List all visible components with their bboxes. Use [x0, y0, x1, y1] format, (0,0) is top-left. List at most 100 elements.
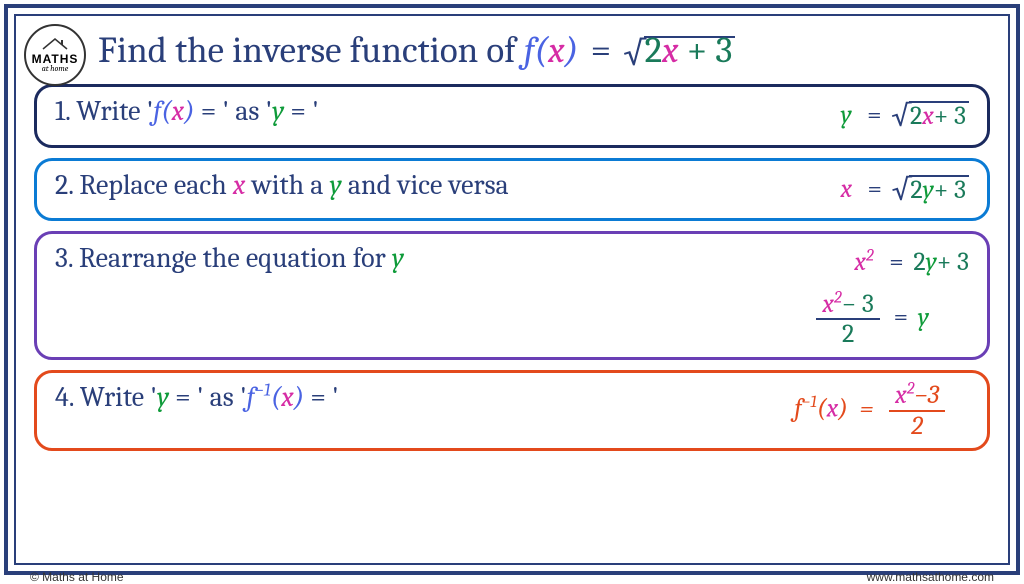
- numerator: x2− 3: [816, 290, 880, 319]
- denominator: 2: [889, 410, 945, 441]
- logo: MATHS at home: [24, 24, 86, 86]
- step-3: 3. Rearrange the equation for y x2 = 2y+…: [34, 231, 990, 360]
- t3: = ': [284, 95, 318, 127]
- title-paren-close: ): [565, 30, 579, 72]
- eq: =: [885, 247, 907, 277]
- b: x: [854, 247, 866, 277]
- r: − 3: [842, 289, 874, 319]
- step-4-equation: f−1(x) = x2−3 2: [669, 381, 969, 440]
- t: Write ': [70, 95, 153, 127]
- step-2-instruction: 2. Replace each x with a y and vice vers…: [55, 169, 669, 201]
- eq: =: [890, 302, 912, 332]
- t: Rearrange the equation for: [73, 242, 392, 274]
- body: 2x+ 3: [909, 101, 969, 131]
- step-4: 4. Write 'y = ' as 'f−1(x) = ' f−1(x) = …: [34, 370, 990, 451]
- step-num: 3.: [55, 242, 73, 274]
- step-num: 1.: [55, 95, 70, 127]
- title-prefix: Find the inverse function of: [98, 30, 524, 72]
- pc: ): [838, 394, 848, 424]
- step-1-equation: y = √ 2x+ 3: [669, 95, 969, 137]
- t: Replace each: [73, 169, 233, 201]
- t2: = ' as ': [195, 95, 273, 127]
- step-3-equations: x2 = 2y+ 3 x2− 3 2 = y: [669, 242, 969, 349]
- b: x: [822, 289, 834, 319]
- arg: x: [827, 394, 839, 424]
- eq-line-2: x2− 3 2 = y: [669, 284, 969, 349]
- p: + 3: [937, 247, 969, 277]
- t2: with a: [245, 169, 329, 201]
- title-eq: =: [587, 30, 616, 72]
- p: + 3: [934, 175, 966, 205]
- po: (: [817, 394, 827, 424]
- exp: −1: [802, 393, 817, 412]
- eq: =: [864, 174, 886, 204]
- sqrt-icon: √: [623, 36, 645, 70]
- fraction: x2− 3 2: [812, 290, 884, 349]
- step-2-equation: x = √ 2y+ 3: [669, 169, 969, 211]
- numerator: x2−3: [889, 381, 945, 410]
- y: y: [272, 95, 284, 127]
- lhs: x: [840, 174, 852, 204]
- title-arg: x: [548, 30, 565, 72]
- p: + 3: [934, 101, 966, 131]
- y: y: [157, 381, 169, 413]
- f: f: [794, 394, 801, 424]
- title-f: f: [524, 30, 535, 72]
- step-num: 4.: [55, 381, 74, 413]
- v: y: [923, 175, 934, 205]
- step-2: 2. Replace each x with a y and vice vers…: [34, 158, 990, 222]
- step-1: 1. Write 'f(x) = ' as 'y = ' y = √ 2x+ 3: [34, 84, 990, 148]
- sqrt: √ 2y+ 3: [892, 175, 969, 205]
- e: 2: [907, 379, 915, 398]
- footer-left: © Maths at Home: [30, 570, 124, 584]
- title-paren-open: (: [534, 30, 548, 72]
- po: (: [271, 381, 281, 413]
- pc: ): [184, 95, 194, 127]
- title-sqrt: √ 2x + 3: [623, 36, 735, 70]
- b: x: [895, 380, 907, 410]
- r: −3: [915, 380, 939, 410]
- eq: =: [863, 100, 885, 130]
- c: 2: [913, 247, 925, 277]
- c: 2: [910, 175, 922, 205]
- arg: x: [281, 381, 294, 413]
- v: y: [926, 247, 937, 277]
- sqrt-body: 2x + 3: [644, 36, 736, 70]
- t2: = ' as ': [169, 381, 247, 413]
- step-num: 2.: [55, 169, 73, 201]
- body: 2y+ 3: [909, 175, 969, 205]
- lhs: y: [840, 100, 851, 130]
- page-title: Find the inverse function of f(x) = √ 2x…: [98, 26, 990, 84]
- y: y: [330, 169, 342, 201]
- c: 2: [910, 101, 922, 131]
- outer-frame: MATHS at home Find the inverse function …: [4, 4, 1020, 575]
- eq: =: [854, 394, 880, 424]
- rhs: y: [918, 302, 929, 332]
- arg: x: [172, 95, 185, 127]
- step-1-instruction: 1. Write 'f(x) = ' as 'y = ': [55, 95, 669, 127]
- y: y: [392, 242, 404, 274]
- var: x: [662, 30, 679, 72]
- logo-line2: at home: [42, 65, 69, 73]
- sqrt: √ 2x+ 3: [891, 101, 969, 131]
- po: (: [161, 95, 171, 127]
- house-icon: [41, 37, 69, 51]
- inner-frame: MATHS at home Find the inverse function …: [14, 14, 1010, 565]
- f: f: [247, 381, 255, 413]
- coef: 2: [645, 30, 662, 72]
- t: Write ': [74, 381, 157, 413]
- pc: ): [294, 381, 304, 413]
- exp: −1: [255, 380, 271, 401]
- step-3-instruction: 3. Rearrange the equation for y: [55, 242, 669, 274]
- denominator: 2: [816, 318, 880, 349]
- eq-line-1: x2 = 2y+ 3: [669, 242, 969, 284]
- e: 2: [834, 288, 842, 307]
- v: x: [922, 101, 934, 131]
- footer-right: www.mathsathome.com: [867, 570, 994, 584]
- step-4-instruction: 4. Write 'y = ' as 'f−1(x) = ': [55, 381, 669, 413]
- plus: + 3: [687, 30, 733, 72]
- fraction: x2−3 2: [885, 381, 949, 440]
- e: 2: [866, 247, 874, 266]
- x: x: [233, 169, 246, 201]
- t3: = ': [304, 381, 338, 413]
